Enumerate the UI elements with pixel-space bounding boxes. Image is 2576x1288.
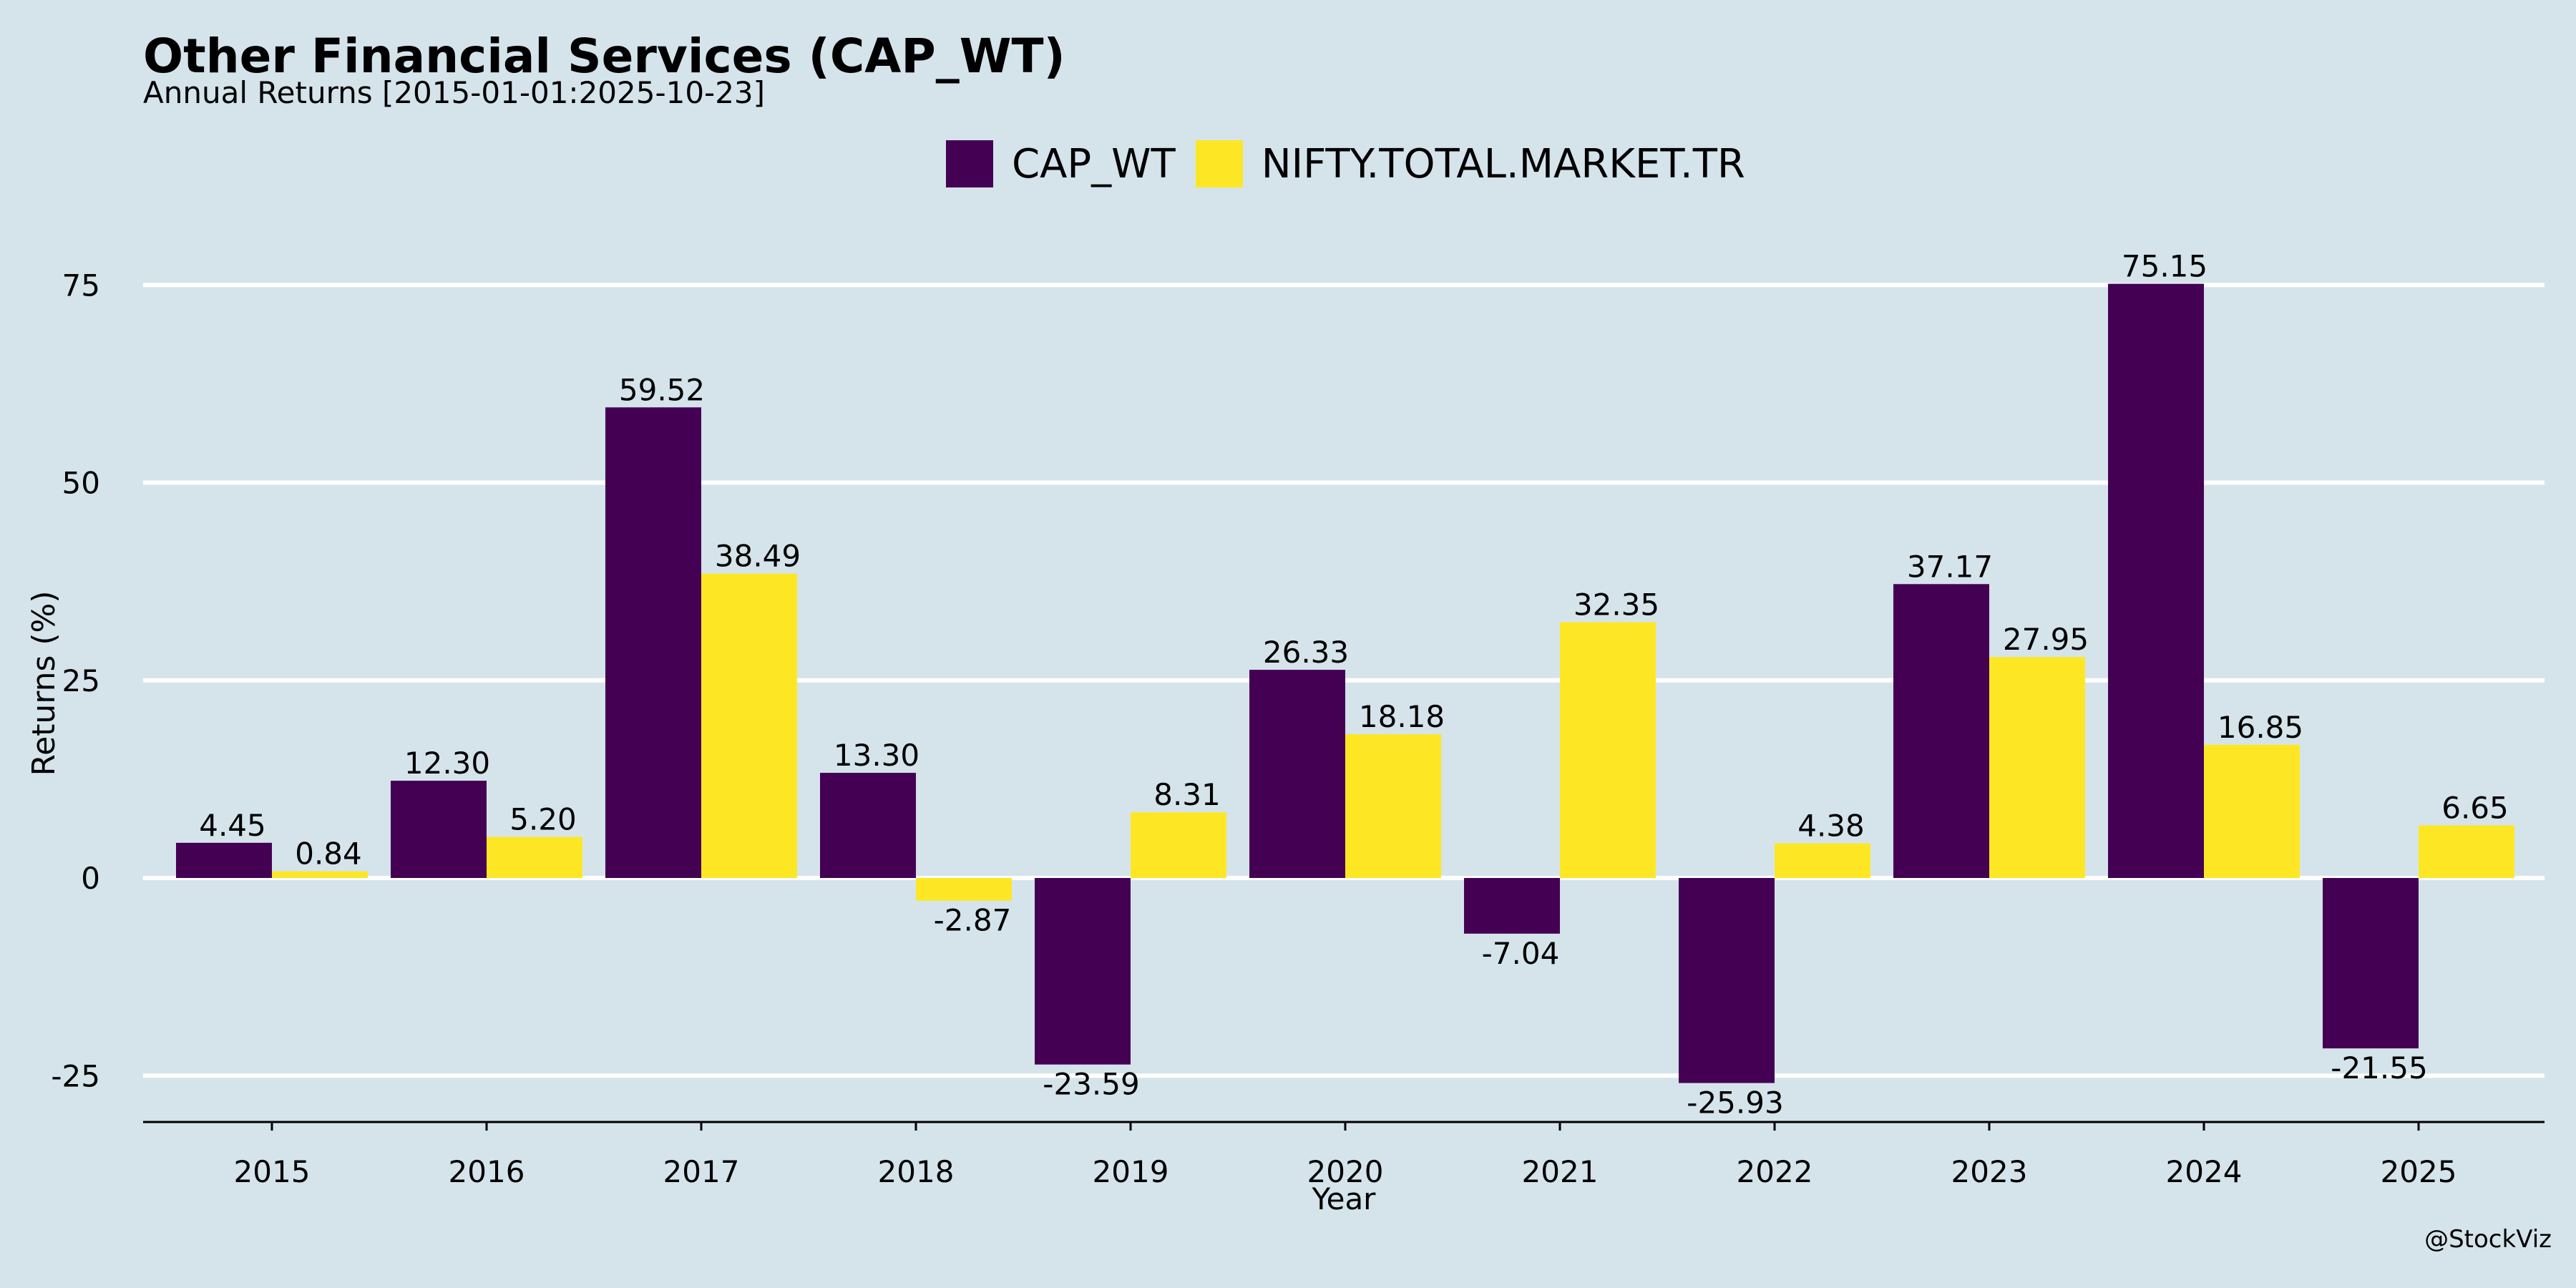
bar-nifty-total-market-tr-2016 [487, 836, 582, 878]
data-label: 4.45 [199, 808, 266, 843]
y-tick-label: 0 [81, 861, 100, 896]
bar-cap-wt-2024 [2108, 283, 2204, 878]
data-label: 0.84 [295, 836, 362, 872]
x-axis-label: Year [1312, 1181, 1377, 1216]
bars [176, 283, 2514, 1083]
data-label: -25.93 [1687, 1085, 1783, 1121]
data-label: -7.04 [1482, 936, 1560, 971]
data-label: 18.18 [1359, 699, 1445, 734]
bar-nifty-total-market-tr-2025 [2419, 825, 2514, 878]
data-label: 8.31 [1153, 777, 1221, 812]
data-label: -2.87 [934, 903, 1012, 938]
data-label: -23.59 [1043, 1067, 1139, 1102]
x-tick-label: 2024 [2166, 1154, 2243, 1189]
data-label: 32.35 [1574, 587, 1659, 623]
y-axis-label: Returns (%) [26, 590, 62, 776]
legend-item-nifty: NIFTY.TOTAL.MARKET.TR [1195, 140, 1745, 187]
y-tick-label: 50 [62, 466, 100, 501]
data-labels: 4.45 0.84 12.30 5.20 59.52 38.49 13.30 -2.87 -23… [199, 249, 2509, 1121]
legend-label-nifty: NIFTY.TOTAL.MARKET.TR [1261, 140, 1745, 187]
legend: CAP_WT NIFTY.TOTAL.MARKET.TR [946, 140, 1765, 187]
data-label: 13.30 [834, 738, 919, 773]
bar-cap-wt-2021 [1464, 878, 1560, 934]
data-label: 12.30 [404, 746, 490, 781]
data-label: 6.65 [2441, 791, 2509, 826]
bar-cap-wt-2019 [1035, 878, 1131, 1065]
bar-cap-wt-2022 [1679, 878, 1775, 1083]
x-tick-label: 2016 [449, 1154, 525, 1189]
bar-cap-wt-2025 [2323, 878, 2419, 1049]
x-tick-label: 2020 [1307, 1154, 1384, 1189]
bar-cap-wt-2017 [605, 407, 701, 878]
bar-nifty-total-market-tr-2021 [1560, 622, 1656, 878]
chart-subtitle: Annual Returns [2015-01-01:2025-10-23] [143, 75, 766, 110]
x-tick-label: 2022 [1737, 1154, 1813, 1189]
data-label: 4.38 [1797, 809, 1865, 844]
legend-item-cap-wt: CAP_WT [946, 140, 1176, 187]
bar-nifty-total-market-tr-2022 [1775, 843, 1870, 878]
data-label: -21.55 [2331, 1050, 2427, 1085]
data-label: 27.95 [2003, 622, 2089, 657]
bar-cap-wt-2020 [1249, 670, 1345, 878]
y-tick-label: -25 [51, 1058, 100, 1093]
bar-cap-wt-2016 [391, 781, 487, 878]
x-tick-label: 2015 [234, 1154, 311, 1189]
x-tick-label: 2017 [663, 1154, 740, 1189]
bar-cap-wt-2018 [820, 773, 916, 878]
bar-nifty-total-market-tr-2015 [272, 871, 368, 878]
data-label: 59.52 [619, 372, 705, 407]
data-label: 26.33 [1263, 635, 1349, 670]
bar-nifty-total-market-tr-2018 [916, 878, 1012, 901]
data-label: 37.17 [1907, 549, 1993, 584]
x-tick-label: 2018 [878, 1154, 955, 1189]
x-tick-label: 2021 [1522, 1154, 1599, 1189]
bar-nifty-total-market-tr-2020 [1345, 734, 1441, 878]
bar-cap-wt-2023 [1893, 584, 1989, 878]
legend-swatch-cap-wt [946, 140, 993, 187]
y-tick-label: 75 [62, 268, 100, 303]
data-label: 75.15 [2122, 249, 2207, 284]
bar-cap-wt-2015 [176, 842, 272, 878]
axes: -25 0 25 50 75 2015 2016 2017 2018 2019 2020 2021 20… [26, 268, 2545, 1216]
y-tick-label: 25 [62, 663, 100, 698]
x-tick-label: 2023 [1951, 1154, 2028, 1189]
data-label: 38.49 [715, 539, 801, 574]
x-tick-label: 2019 [1093, 1154, 1169, 1189]
bar-nifty-total-market-tr-2023 [1989, 657, 2085, 878]
legend-label-cap-wt: CAP_WT [1012, 140, 1176, 187]
legend-swatch-nifty [1195, 140, 1243, 187]
bar-nifty-total-market-tr-2017 [701, 573, 797, 878]
bar-nifty-total-market-tr-2019 [1131, 812, 1226, 878]
data-label: 16.85 [2218, 710, 2303, 745]
x-tick-label: 2025 [2381, 1154, 2457, 1189]
bar-nifty-total-market-tr-2024 [2204, 744, 2300, 878]
credit-text: @StockViz [2424, 1225, 2552, 1254]
data-label: 5.20 [509, 802, 577, 837]
chart-title: Other Financial Services (CAP_WT) [143, 29, 1065, 84]
